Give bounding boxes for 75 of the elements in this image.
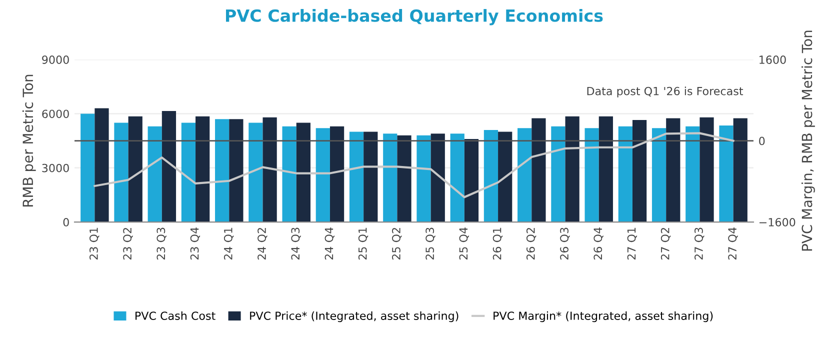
bar <box>94 108 109 222</box>
bar <box>282 126 296 222</box>
annotation: Data post Q1 '26 is Forecast <box>587 86 744 98</box>
bar <box>719 125 734 222</box>
bar <box>686 126 700 222</box>
bar <box>666 118 680 222</box>
x-tick-label: 25 Q4 <box>459 228 469 260</box>
bar <box>248 122 263 222</box>
x-tick-label: 26 Q2 <box>526 228 536 260</box>
x-tick-label: 23 Q3 <box>156 228 166 260</box>
bar <box>484 130 498 222</box>
bar <box>80 114 95 222</box>
bar <box>565 116 580 222</box>
bar <box>114 122 128 222</box>
x-tick-label: 25 Q3 <box>426 228 436 260</box>
x-tick-label: 23 Q4 <box>190 228 200 260</box>
x-tick-label: 24 Q2 <box>258 228 268 260</box>
x-tick-label: 27 Q2 <box>660 228 671 260</box>
x-tick-label: 24 Q3 <box>291 228 301 260</box>
x-tick-label: 27 Q3 <box>694 228 704 260</box>
y2-tick-label: 0 <box>759 136 765 146</box>
bar <box>416 135 431 222</box>
bar <box>532 118 546 222</box>
bar <box>632 120 647 222</box>
bar <box>584 128 599 222</box>
legend-label: PVC Margin* (Integrated, asset sharing) <box>494 311 713 322</box>
y-tick-label: 0 <box>63 218 69 226</box>
line-series <box>94 132 734 198</box>
bar <box>430 134 445 222</box>
x-tick-label: 23 Q2 <box>123 228 133 260</box>
y-axis-title: RMB per Metric Ton <box>22 74 36 206</box>
x-tick-label: 26 Q3 <box>560 228 570 260</box>
bar <box>215 119 230 222</box>
x-tick-label: 27 Q1 <box>627 228 637 260</box>
bar <box>598 116 613 222</box>
x-tick-label: 24 Q4 <box>324 228 334 260</box>
x-tick-label: 25 Q1 <box>358 228 368 260</box>
bar <box>181 122 196 222</box>
y-tick-label: 3000 <box>42 164 69 172</box>
bar <box>330 126 344 222</box>
bar <box>652 128 666 222</box>
y-tick-label: 6000 <box>42 110 69 118</box>
bar <box>618 126 632 222</box>
x-tick-label: 27 Q4 <box>728 228 738 260</box>
bar <box>551 126 566 222</box>
bar <box>364 132 378 222</box>
bar <box>383 134 398 222</box>
bar <box>148 126 162 222</box>
bar <box>349 132 364 222</box>
x-tick-label: 23 Q1 <box>90 228 100 260</box>
bar <box>128 116 142 222</box>
x-tick-label: 26 Q1 <box>492 228 503 260</box>
bar <box>464 138 479 222</box>
bar <box>196 116 210 222</box>
chart-title: PVC Carbide-based Quarterly Economics <box>226 9 603 26</box>
bar <box>397 135 412 222</box>
bar <box>450 134 464 222</box>
bar <box>316 128 330 222</box>
bar <box>518 128 532 222</box>
y2-tick-label: −1600 <box>760 218 796 226</box>
bar <box>262 117 277 222</box>
legend-label: PVC Cash Cost <box>136 311 216 320</box>
bar <box>296 122 310 222</box>
y2-axis-title: PVC Margin, RMB per Metric Ton <box>801 30 815 251</box>
bar <box>229 119 244 222</box>
y2-tick-label: 1600 <box>760 56 786 64</box>
legend-label: PVC Price* (Integrated, asset sharing) <box>250 311 458 322</box>
y-tick-label: 9000 <box>42 56 69 64</box>
x-tick-label: 24 Q1 <box>224 228 234 260</box>
x-tick-label: 26 Q4 <box>594 228 604 260</box>
bar <box>700 117 714 222</box>
bar <box>733 118 748 222</box>
x-tick-label: 25 Q2 <box>392 228 402 260</box>
bar <box>498 132 512 222</box>
bar <box>162 111 176 222</box>
